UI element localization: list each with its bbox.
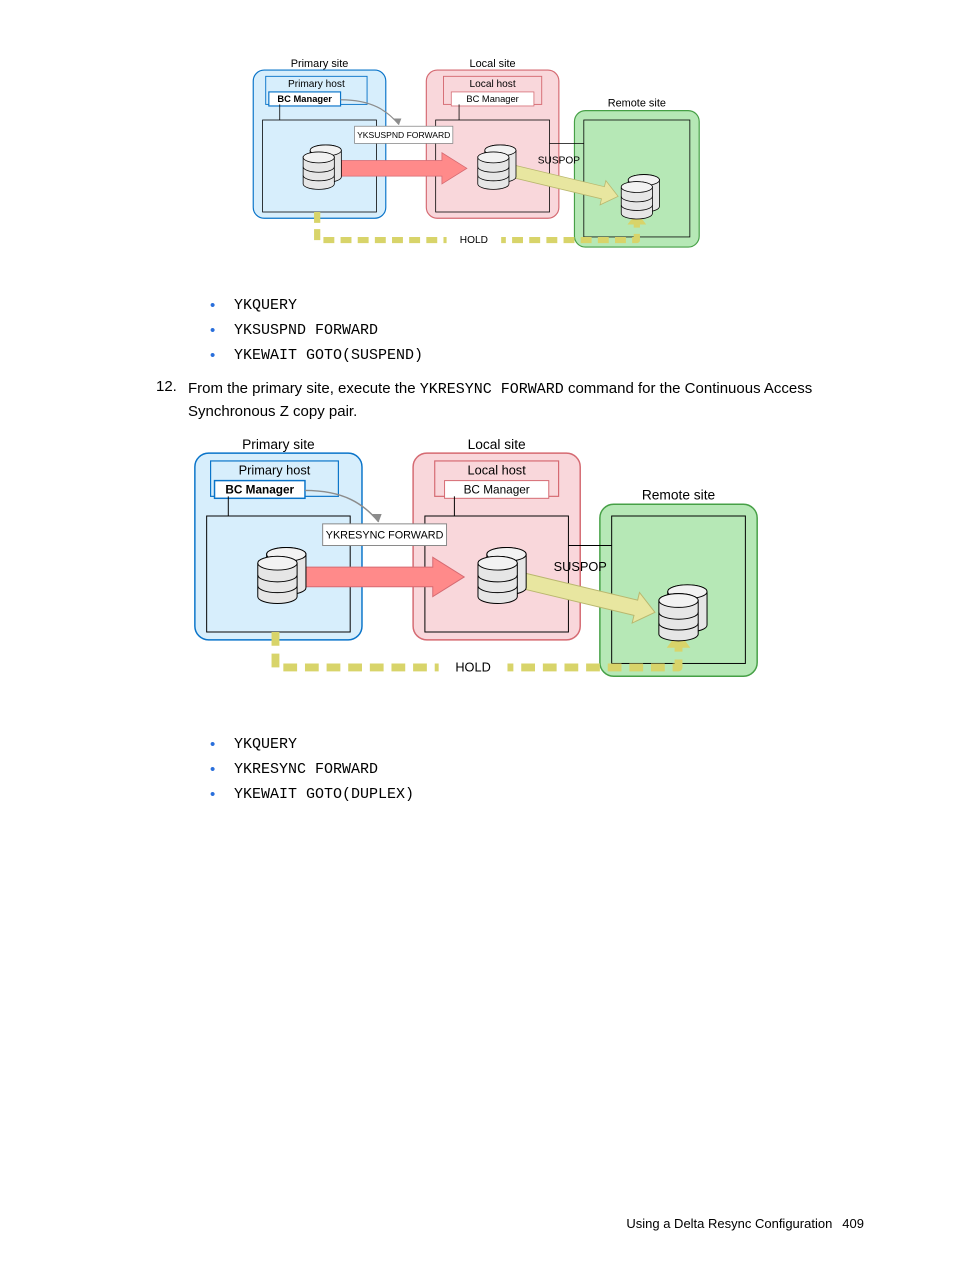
list-item: YKQUERY — [210, 736, 864, 753]
list-item: YKEWAIT GOTO(SUSPEND) — [210, 347, 864, 364]
list-item: YKSUSPND FORWARD — [210, 322, 864, 339]
step-text: From the primary site, execute the YKRES… — [188, 378, 864, 423]
svg-text:BC Manager: BC Manager — [464, 483, 530, 496]
svg-text:HOLD: HOLD — [455, 659, 490, 674]
svg-text:Primary host: Primary host — [288, 79, 345, 90]
step-12: 12. From the primary site, execute the Y… — [90, 378, 864, 423]
svg-text:YKRESYNC FORWARD: YKRESYNC FORWARD — [326, 529, 444, 541]
footer-title: Using a Delta Resync Configuration — [626, 1216, 832, 1231]
svg-text:BC Manager: BC Manager — [466, 94, 518, 104]
footer-page: 409 — [842, 1216, 864, 1231]
diagram-1: Remote site Local site Local host BC Manage… — [90, 56, 864, 281]
svg-text:Primary site: Primary site — [291, 58, 349, 70]
svg-text:Local host: Local host — [468, 462, 527, 477]
svg-text:Local site: Local site — [468, 437, 526, 452]
svg-text:Remote site: Remote site — [642, 487, 716, 502]
diagram-2: Remote site Local site Local host BC Manage… — [90, 433, 864, 720]
svg-text:Remote site: Remote site — [608, 98, 666, 110]
svg-text:HOLD: HOLD — [460, 235, 488, 246]
list-item: YKEWAIT GOTO(DUPLEX) — [210, 786, 864, 803]
svg-text:SUSPOP: SUSPOP — [554, 559, 607, 574]
command-list-1: YKQUERY YKSUSPND FORWARD YKEWAIT GOTO(SU… — [90, 297, 864, 364]
svg-text:Local site: Local site — [470, 58, 516, 70]
list-item: YKQUERY — [210, 297, 864, 314]
svg-text:Primary host: Primary host — [239, 462, 311, 477]
list-item: YKRESYNC FORWARD — [210, 761, 864, 778]
command-list-2: YKQUERY YKRESYNC FORWARD YKEWAIT GOTO(DU… — [90, 736, 864, 803]
svg-text:Local host: Local host — [470, 79, 516, 90]
svg-text:Primary site: Primary site — [242, 437, 315, 452]
svg-text:BC Manager: BC Manager — [277, 94, 332, 104]
svg-text:SUSPOP: SUSPOP — [538, 156, 580, 167]
step-number: 12. — [156, 378, 188, 395]
page-footer: Using a Delta Resync Configuration 409 — [626, 1216, 864, 1231]
svg-text:YKSUSPND FORWARD: YKSUSPND FORWARD — [357, 130, 450, 140]
svg-text:BC Manager: BC Manager — [225, 483, 294, 496]
